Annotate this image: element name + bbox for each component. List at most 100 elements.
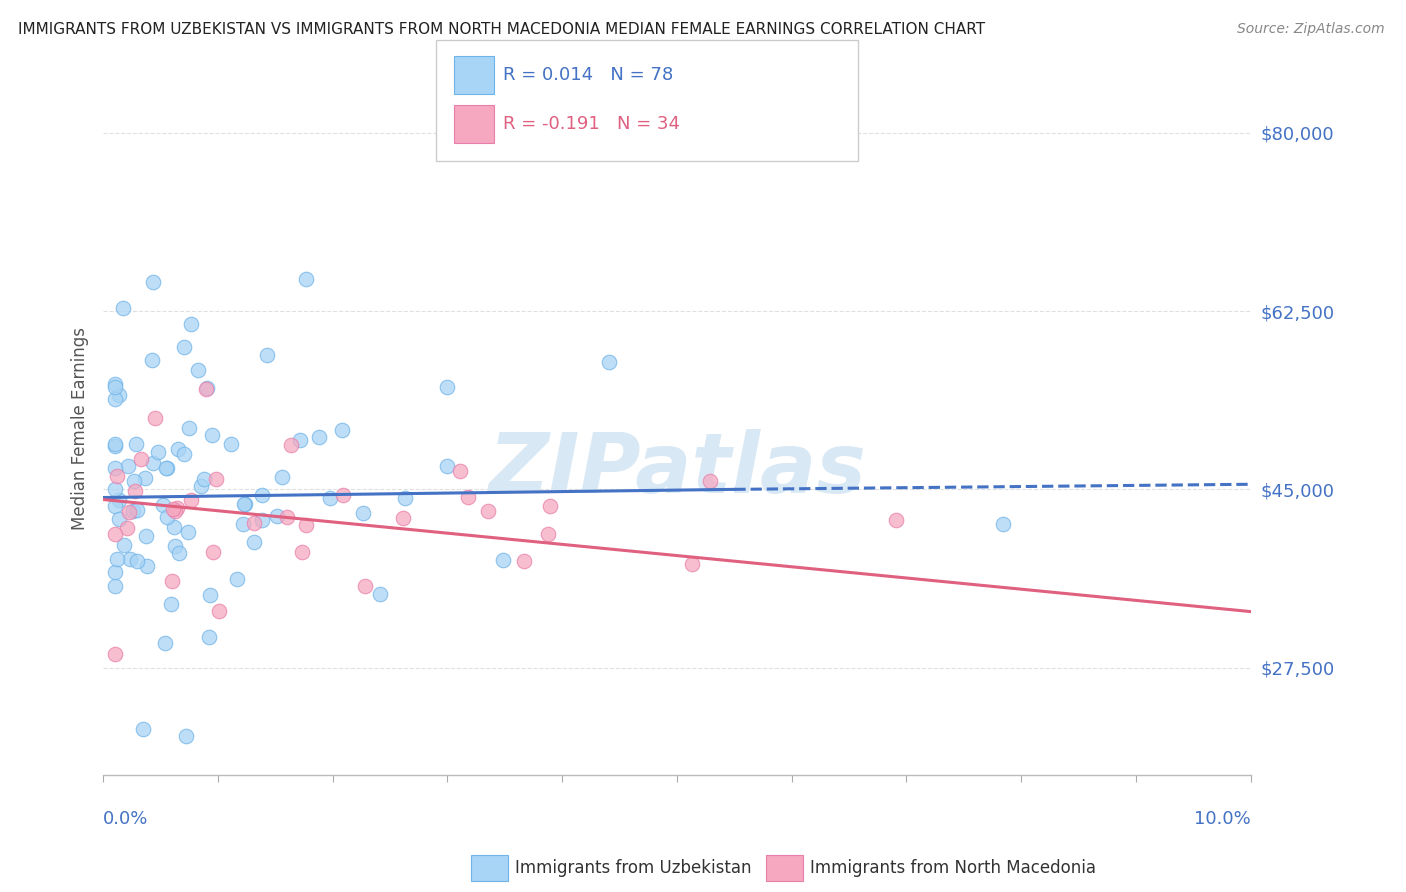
- Point: [105, 468, 128, 483]
- Point: [492, 553, 515, 567]
- Text: ZIPatlas: ZIPatlas: [488, 429, 866, 510]
- Point: [991, 516, 1014, 531]
- Point: [142, 456, 165, 470]
- Point: [177, 525, 200, 540]
- Point: [266, 508, 288, 523]
- Point: [111, 301, 134, 315]
- Point: [352, 506, 374, 520]
- Point: [104, 392, 127, 406]
- Point: [104, 565, 127, 579]
- Point: [104, 461, 127, 475]
- Point: [162, 502, 184, 516]
- Point: [122, 504, 145, 518]
- Point: [436, 380, 458, 394]
- Point: [107, 511, 129, 525]
- Point: [477, 504, 499, 518]
- Point: [104, 527, 127, 541]
- Point: [319, 491, 342, 505]
- Point: [195, 381, 218, 395]
- Point: [169, 546, 191, 560]
- Point: [391, 511, 413, 525]
- Point: [201, 428, 224, 442]
- Point: [174, 729, 197, 743]
- Point: [160, 597, 183, 611]
- Text: Immigrants from Uzbekistan: Immigrants from Uzbekistan: [515, 859, 751, 877]
- Point: [198, 588, 221, 602]
- Point: [538, 499, 561, 513]
- Point: [160, 574, 183, 588]
- Point: [205, 472, 228, 486]
- Point: [295, 272, 318, 286]
- Point: [118, 505, 141, 519]
- Point: [198, 630, 221, 644]
- Point: [163, 520, 186, 534]
- Point: [276, 509, 298, 524]
- Text: 0.0%: 0.0%: [103, 810, 149, 829]
- Text: Source: ZipAtlas.com: Source: ZipAtlas.com: [1237, 22, 1385, 37]
- Y-axis label: Median Female Earnings: Median Female Earnings: [72, 326, 89, 530]
- Point: [436, 458, 458, 473]
- Point: [179, 420, 201, 434]
- Point: [219, 436, 242, 450]
- Point: [233, 497, 256, 511]
- Point: [242, 516, 264, 530]
- Point: [156, 461, 179, 475]
- Point: [165, 504, 187, 518]
- Point: [117, 521, 139, 535]
- Point: [295, 518, 318, 533]
- Point: [120, 552, 142, 566]
- Point: [291, 545, 314, 559]
- Point: [208, 604, 231, 618]
- Point: [155, 461, 177, 475]
- Point: [104, 439, 127, 453]
- Point: [681, 558, 703, 572]
- Point: [457, 491, 479, 505]
- Point: [104, 483, 127, 497]
- Text: R = -0.191   N = 34: R = -0.191 N = 34: [503, 115, 681, 133]
- Point: [193, 472, 215, 486]
- Point: [513, 554, 536, 568]
- Point: [231, 516, 253, 531]
- Point: [167, 442, 190, 456]
- Point: [884, 513, 907, 527]
- Point: [308, 430, 330, 444]
- Point: [173, 340, 195, 354]
- Point: [332, 488, 354, 502]
- Point: [125, 436, 148, 450]
- Point: [330, 423, 353, 437]
- Point: [105, 552, 128, 566]
- Point: [134, 471, 156, 485]
- Point: [127, 554, 149, 568]
- Point: [143, 411, 166, 425]
- Point: [129, 451, 152, 466]
- Point: [195, 382, 218, 396]
- Point: [122, 474, 145, 488]
- Point: [112, 538, 135, 552]
- Point: [250, 488, 273, 502]
- Point: [124, 483, 146, 498]
- Point: [104, 377, 127, 392]
- Point: [226, 572, 249, 586]
- Point: [598, 354, 620, 368]
- Point: [104, 499, 127, 513]
- Point: [166, 501, 188, 516]
- Point: [104, 379, 127, 393]
- Point: [187, 363, 209, 377]
- Point: [537, 527, 560, 541]
- Point: [104, 647, 127, 661]
- Point: [173, 446, 195, 460]
- Point: [353, 579, 375, 593]
- Point: [699, 475, 721, 489]
- Point: [180, 493, 202, 508]
- Point: [153, 636, 176, 650]
- Point: [135, 528, 157, 542]
- Point: [148, 445, 170, 459]
- Point: [243, 534, 266, 549]
- Point: [201, 545, 224, 559]
- Text: Immigrants from North Macedonia: Immigrants from North Macedonia: [810, 859, 1095, 877]
- Point: [163, 539, 186, 553]
- Point: [108, 492, 131, 507]
- Point: [117, 459, 139, 474]
- Point: [271, 470, 294, 484]
- Point: [180, 317, 202, 331]
